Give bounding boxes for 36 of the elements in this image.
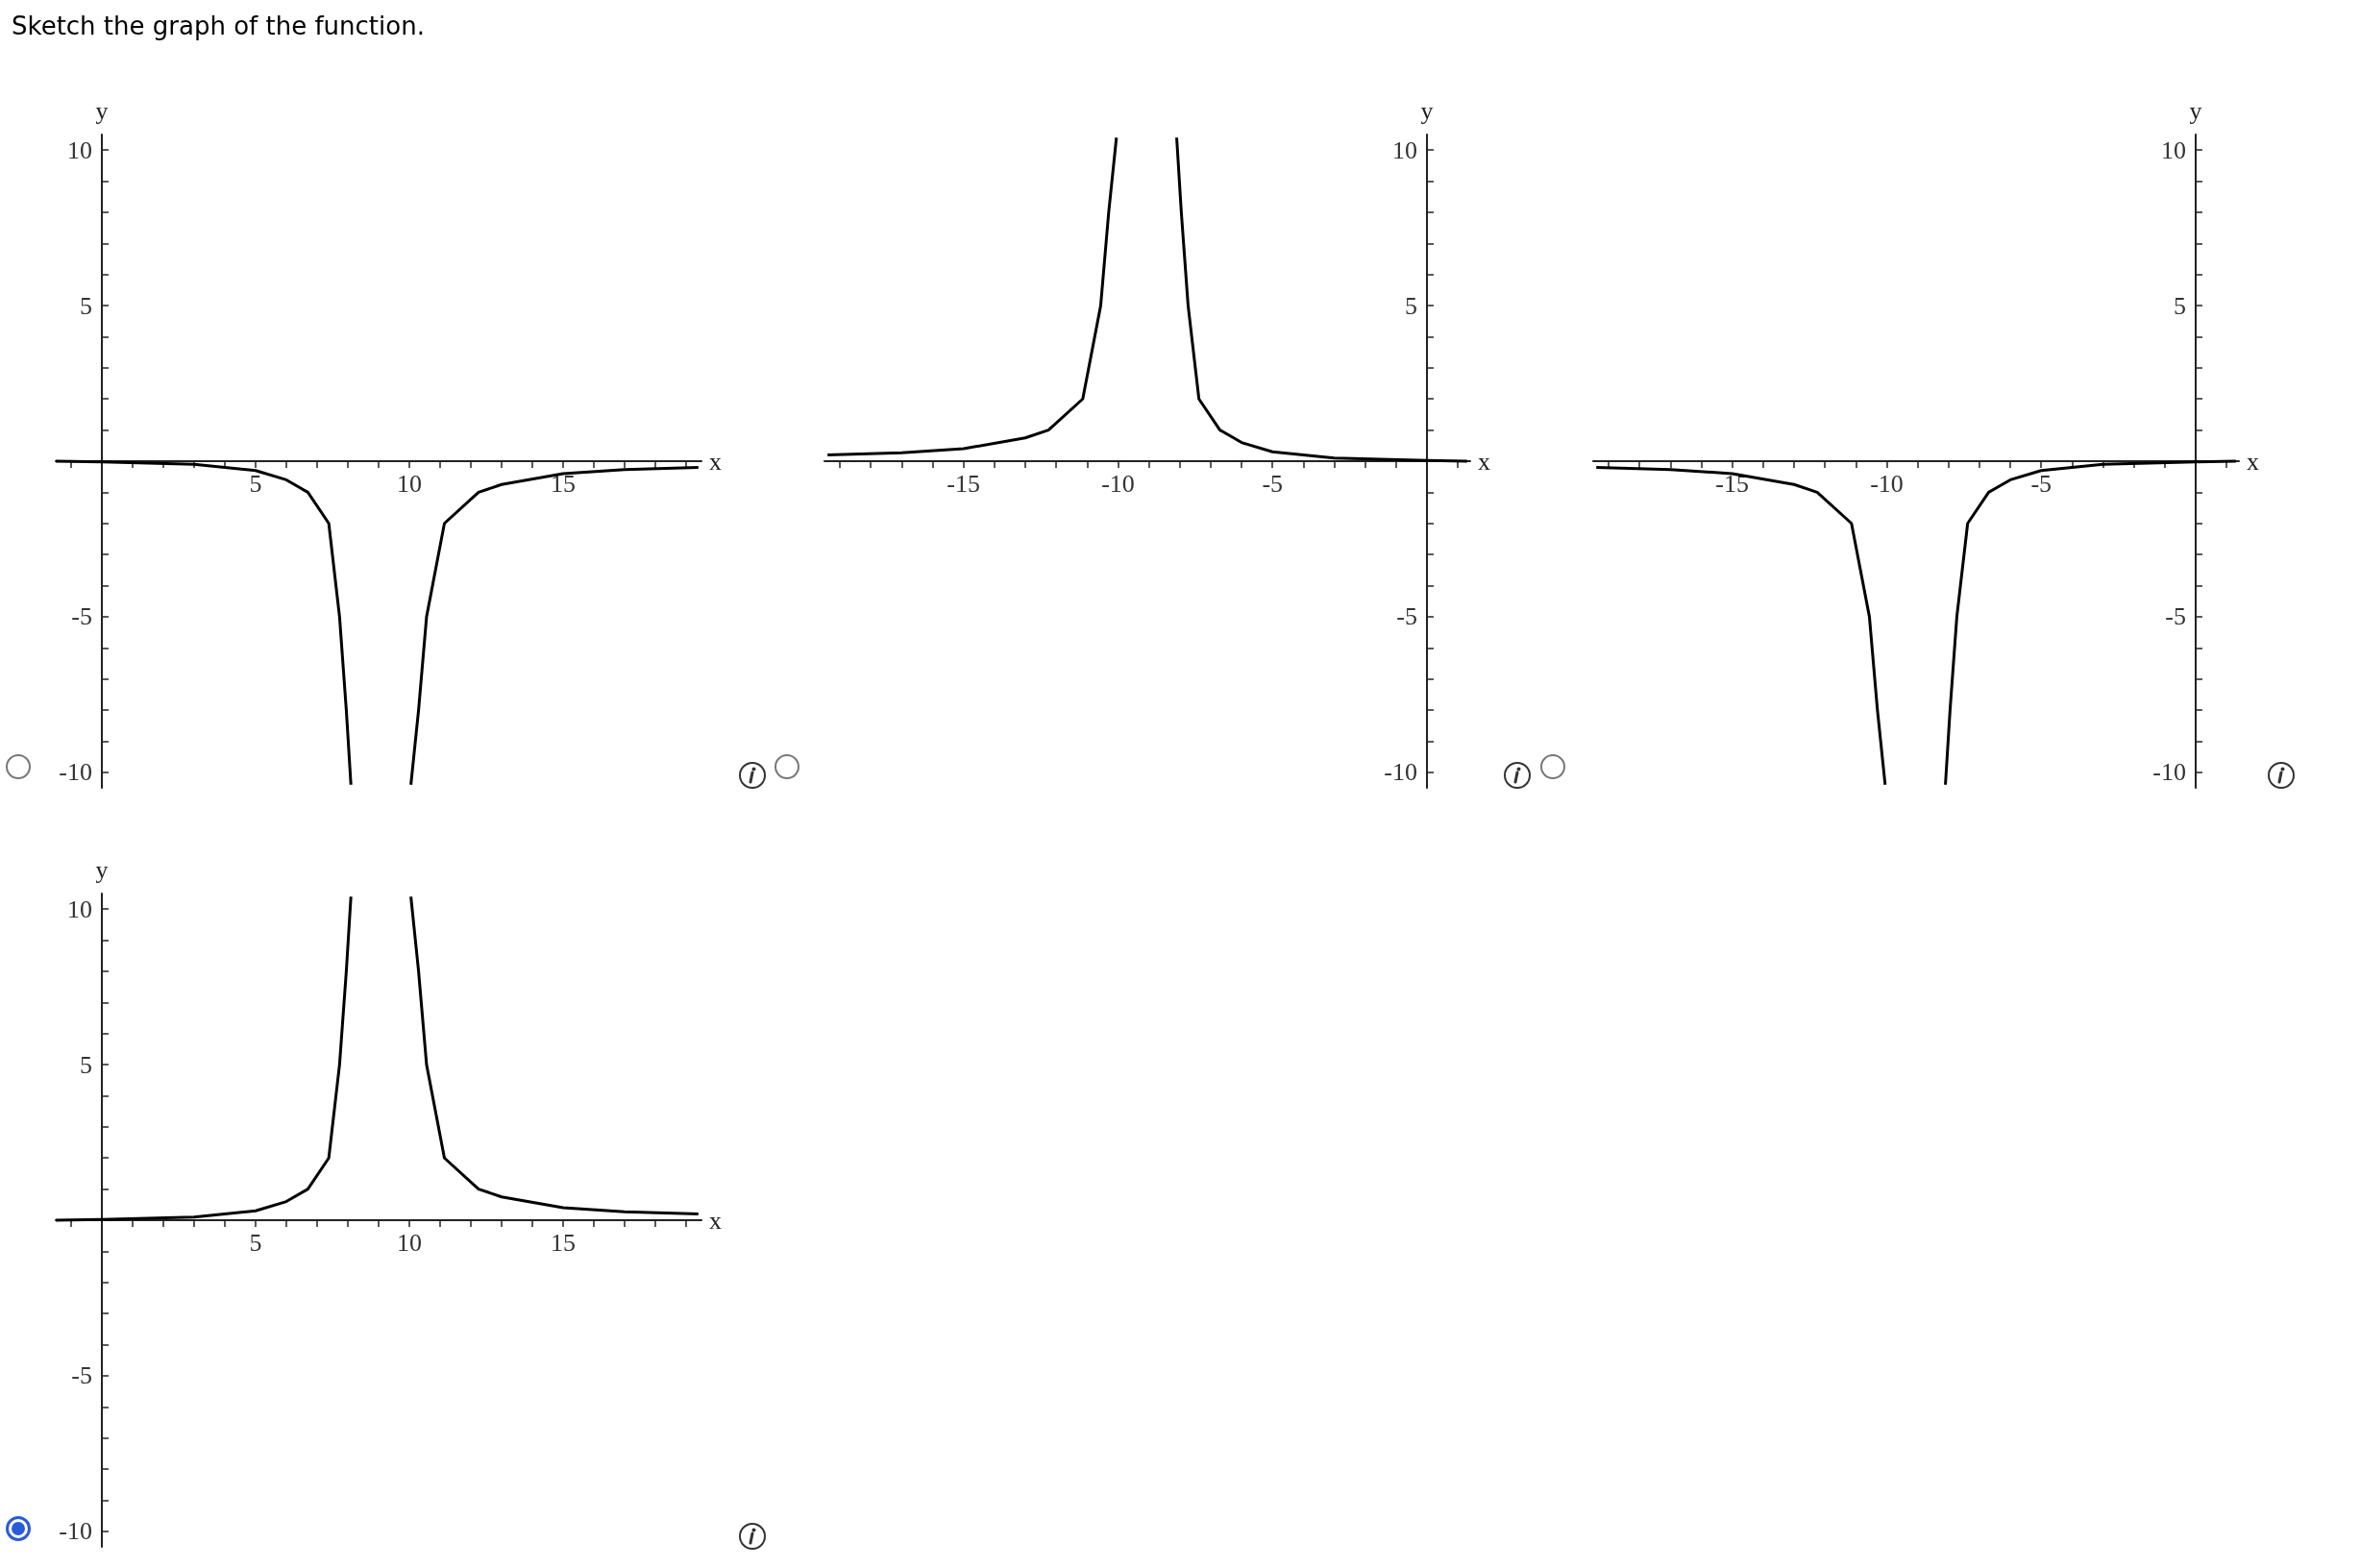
y-tick-label: 5 bbox=[80, 291, 92, 320]
y-tick-label: -10 bbox=[59, 1517, 92, 1546]
y-tick-label: 10 bbox=[2160, 135, 2186, 164]
y-tick-label: -10 bbox=[1384, 758, 1417, 787]
y-tick-label: -5 bbox=[2165, 602, 2186, 631]
y-tick-label: 10 bbox=[1391, 135, 1417, 164]
x-tick-label: -5 bbox=[2030, 469, 2053, 498]
y-tick-label: 5 bbox=[1404, 291, 1417, 320]
x-tick-label: -5 bbox=[1262, 469, 1284, 498]
y-tick-label: -10 bbox=[59, 758, 92, 787]
x-axis-title: x bbox=[2247, 447, 2259, 476]
y-axis-title: y bbox=[1420, 96, 1434, 125]
x-tick-label: 15 bbox=[551, 1228, 576, 1257]
y-tick-label: -5 bbox=[71, 1361, 92, 1390]
y-tick-label: 5 bbox=[2173, 291, 2186, 320]
y-tick-label: -10 bbox=[2152, 758, 2186, 787]
x-tick-label: -10 bbox=[1101, 469, 1135, 498]
y-tick-label: 10 bbox=[67, 135, 92, 164]
y-tick-label: -5 bbox=[71, 602, 92, 631]
x-axis-title: x bbox=[709, 447, 722, 476]
chart-title: Sketch the graph of the function. bbox=[12, 12, 425, 40]
x-axis-title: x bbox=[709, 1206, 722, 1235]
y-tick-label: -5 bbox=[1396, 602, 1417, 631]
y-axis-title: y bbox=[95, 96, 109, 125]
y-tick-label: 5 bbox=[80, 1050, 92, 1079]
x-tick-label: 10 bbox=[397, 1228, 422, 1257]
x-tick-label: 5 bbox=[249, 469, 262, 498]
x-axis-title: x bbox=[1478, 447, 1490, 476]
y-tick-label: 10 bbox=[67, 894, 92, 923]
x-tick-label: 15 bbox=[551, 469, 576, 498]
y-axis-title: y bbox=[2189, 96, 2202, 125]
x-tick-label: 10 bbox=[397, 469, 422, 498]
x-tick-label: -10 bbox=[1870, 469, 1904, 498]
x-tick-label: 5 bbox=[249, 1228, 262, 1257]
y-axis-title: y bbox=[95, 855, 109, 884]
x-tick-label: -15 bbox=[946, 469, 981, 498]
